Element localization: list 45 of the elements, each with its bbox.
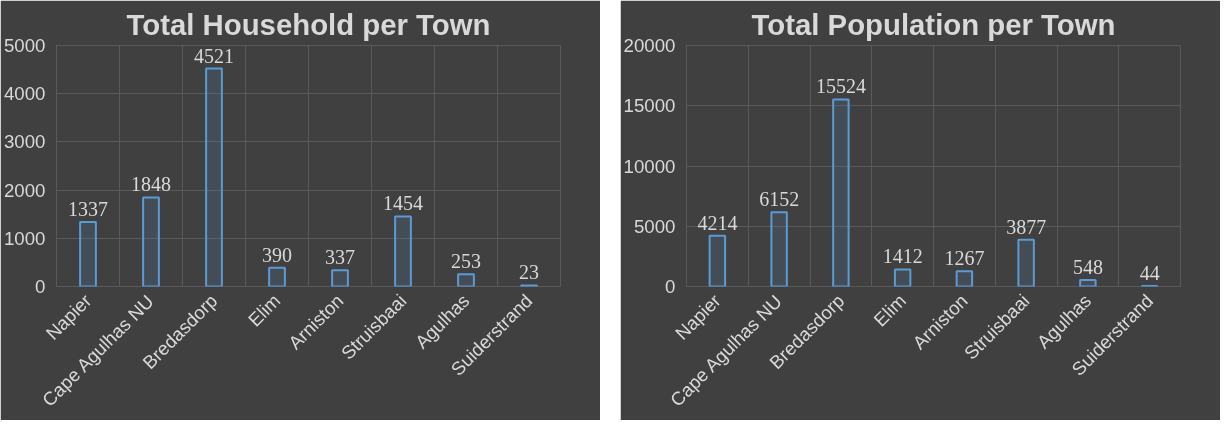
chart-title: Total Population per Town bbox=[751, 7, 1116, 41]
x-tick-label: Elim bbox=[243, 290, 285, 331]
y-tick-label: 10000 bbox=[623, 155, 676, 177]
data-label: 44 bbox=[1139, 261, 1160, 284]
y-tick-label: 4000 bbox=[4, 83, 46, 105]
y-tick-label: 3000 bbox=[4, 131, 46, 153]
bar bbox=[331, 269, 349, 287]
bar bbox=[770, 211, 788, 287]
y-tick-label: 20000 bbox=[623, 35, 676, 56]
bar bbox=[955, 270, 974, 287]
data-label: 15524 bbox=[815, 75, 866, 98]
data-label: 1412 bbox=[882, 245, 923, 268]
data-label: 1337 bbox=[68, 198, 108, 221]
bar bbox=[79, 221, 97, 287]
data-label: 1267 bbox=[944, 247, 985, 270]
y-tick-label: 2000 bbox=[4, 179, 46, 201]
data-label: 390 bbox=[262, 243, 292, 266]
data-label: 337 bbox=[325, 246, 355, 269]
y-tick-label: 0 bbox=[35, 276, 46, 297]
bar bbox=[1079, 278, 1097, 287]
bar bbox=[268, 266, 286, 287]
data-label: 1454 bbox=[383, 192, 423, 215]
bar bbox=[1017, 238, 1035, 287]
bar bbox=[708, 234, 727, 287]
y-tick-label: 5000 bbox=[634, 215, 676, 237]
y-tick-label: 5000 bbox=[4, 35, 46, 56]
chart-title: Total Household per Town bbox=[126, 7, 491, 41]
y-tick-label: 1000 bbox=[4, 227, 46, 249]
bar bbox=[457, 273, 475, 287]
bar bbox=[893, 268, 912, 287]
y-tick-label: 15000 bbox=[623, 95, 676, 117]
bar bbox=[142, 196, 160, 287]
data-label: 4521 bbox=[194, 44, 234, 67]
data-label: 4214 bbox=[697, 211, 738, 234]
bar bbox=[205, 67, 223, 287]
x-tick-label: Elim bbox=[869, 290, 911, 331]
data-label: 1848 bbox=[131, 173, 171, 196]
y-tick-label: 0 bbox=[665, 276, 676, 297]
data-label: 23 bbox=[519, 261, 539, 284]
bar bbox=[832, 98, 850, 287]
data-label: 6152 bbox=[759, 188, 800, 211]
data-label: 3877 bbox=[1006, 215, 1047, 238]
bar bbox=[394, 215, 412, 287]
data-label: 548 bbox=[1072, 255, 1103, 278]
data-label: 253 bbox=[451, 250, 481, 273]
